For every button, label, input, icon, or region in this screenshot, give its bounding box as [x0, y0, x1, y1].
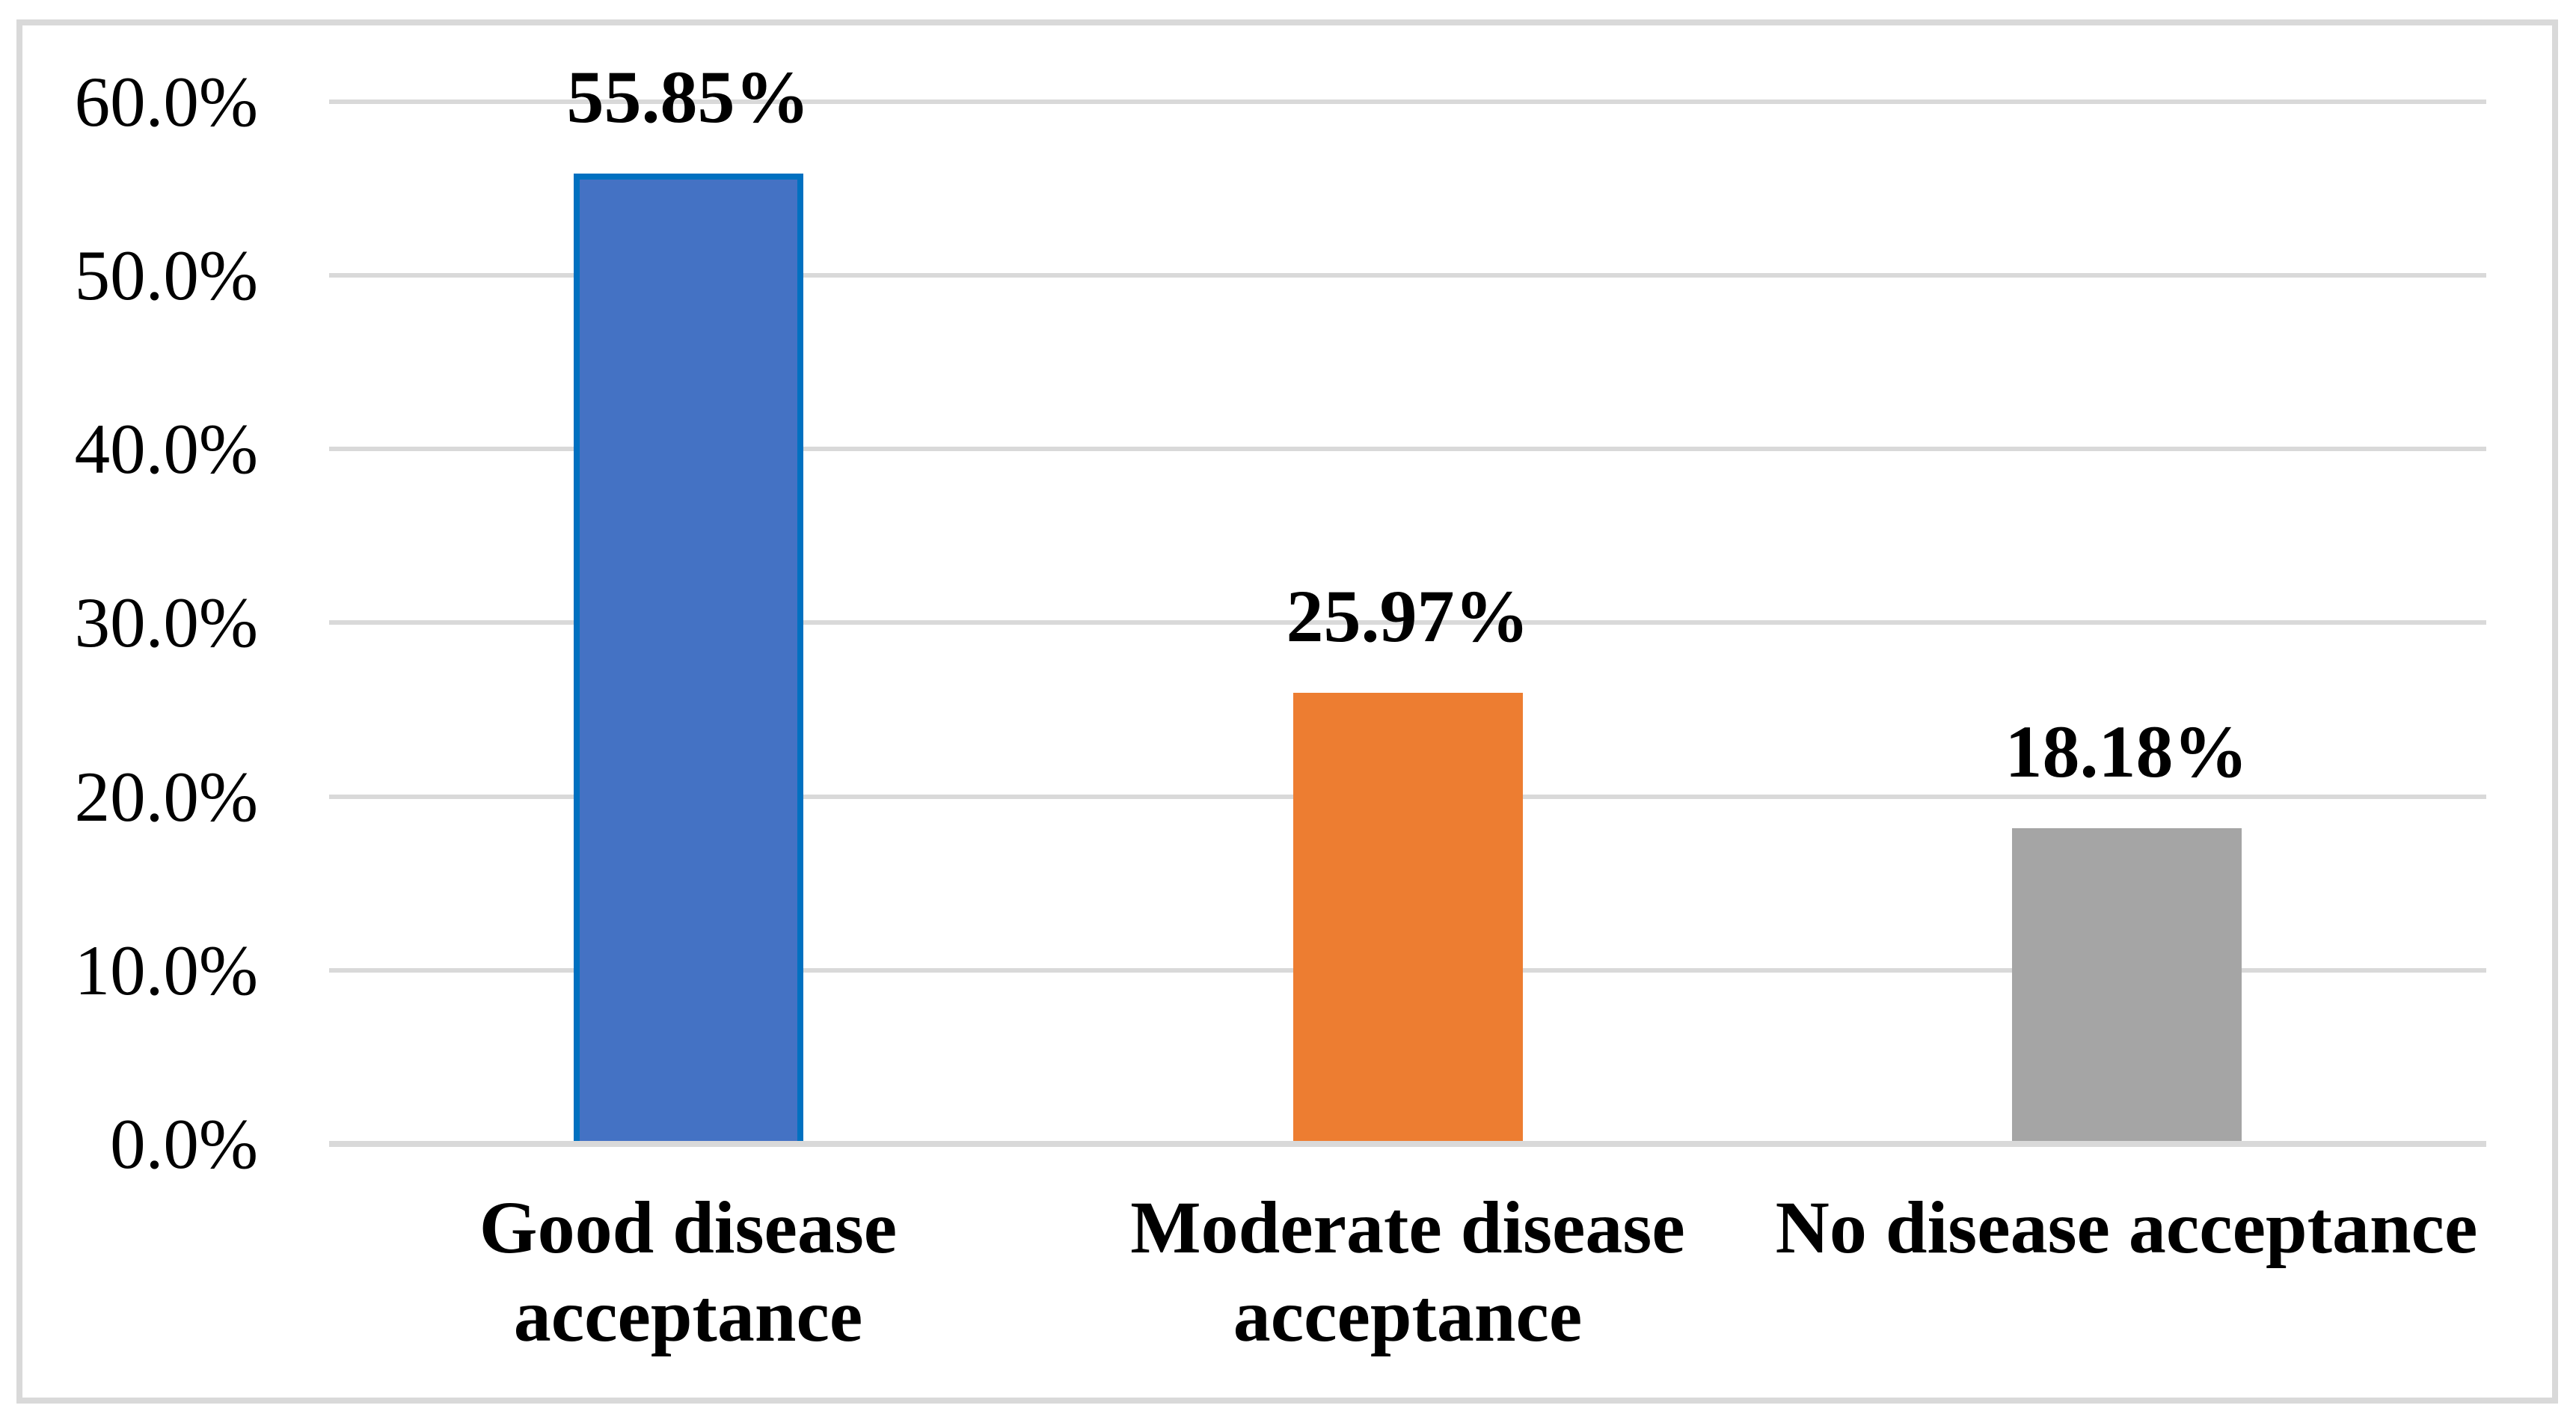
gridline-40-percent	[329, 447, 2486, 451]
bar-good-disease-acceptance	[574, 174, 803, 1144]
gridline-60-percent	[329, 100, 2486, 104]
ytick-label-20-percent: 20.0%	[74, 757, 258, 836]
ytick-label-10-percent: 10.0%	[74, 931, 258, 1010]
ytick-label-30-percent: 30.0%	[74, 583, 258, 662]
ytick-label-0-percent: 0.0%	[110, 1104, 258, 1184]
ytick-label-50-percent: 50.0%	[74, 236, 258, 315]
category-label-good-disease-acceptance: Good disease acceptance	[479, 1186, 898, 1357]
bar-no-disease-acceptance	[2012, 828, 2242, 1144]
category-label-no-disease-acceptance: No disease acceptance	[1775, 1186, 2478, 1269]
data-label-no-disease-acceptance: 18.18%	[2005, 710, 2248, 793]
ytick-label-40-percent: 40.0%	[74, 409, 258, 489]
x-axis-line	[329, 1141, 2486, 1147]
bar-moderate-disease-acceptance	[1293, 693, 1523, 1144]
gridline-50-percent	[329, 273, 2486, 278]
data-label-moderate-disease-acceptance: 25.97%	[1286, 575, 1530, 658]
data-label-good-disease-acceptance: 55.85%	[566, 55, 810, 138]
category-label-moderate-disease-acceptance: Moderate disease acceptance	[1130, 1186, 1685, 1357]
ytick-label-60-percent: 60.0%	[74, 62, 258, 141]
chart-border-frame	[16, 19, 2558, 1404]
gridline-30-percent	[329, 620, 2486, 625]
